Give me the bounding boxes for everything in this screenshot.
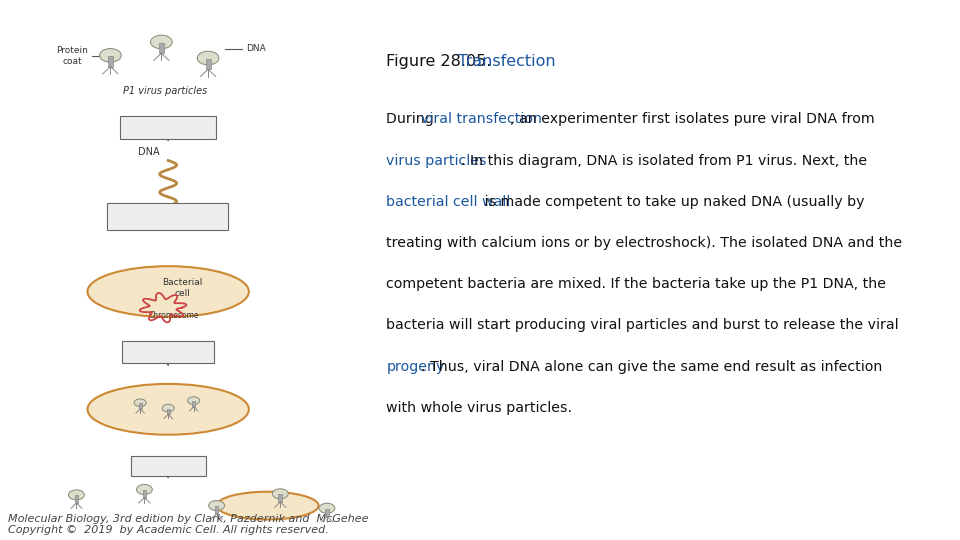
Bar [75,495,79,503]
Text: P1
MULTIPLIES: P1 MULTIPLIES [141,342,195,362]
Bar [158,43,164,53]
Circle shape [273,489,288,499]
FancyBboxPatch shape [122,341,214,363]
Text: BURST: BURST [152,462,185,470]
Text: Molecular Biology, 3rd edition by Clark, Pazdernik and  McGehee
Copyright ©  201: Molecular Biology, 3rd edition by Clark,… [9,514,369,535]
Bar [325,509,329,516]
Text: Protein
coat: Protein coat [57,46,88,66]
Text: treating with calcium ions or by electroshock). The isolated DNA and the: treating with calcium ions or by electro… [387,236,902,250]
Circle shape [197,51,219,65]
FancyBboxPatch shape [107,203,228,230]
Bar [167,409,170,414]
Circle shape [134,399,146,407]
Bar [215,506,219,514]
Text: During: During [387,112,439,126]
Text: Transfection: Transfection [458,53,556,69]
Ellipse shape [217,492,319,519]
Bar [108,56,113,66]
Text: is made competent to take up naked DNA (usually by: is made competent to take up naked DNA (… [480,195,865,209]
Circle shape [68,490,84,500]
Ellipse shape [87,266,249,317]
Text: virus particles: virus particles [387,153,487,167]
Circle shape [136,484,153,495]
Circle shape [100,49,121,62]
Text: Chromosome: Chromosome [149,311,200,320]
Text: . Thus, viral DNA alone can give the same end result as infection: . Thus, viral DNA alone can give the sam… [421,360,882,374]
Circle shape [162,404,174,412]
Circle shape [208,501,225,510]
Circle shape [319,503,335,513]
Text: viral transfection: viral transfection [421,112,542,126]
Text: Bacterial
cell: Bacterial cell [162,278,203,298]
Bar [138,403,141,409]
Text: bacterial cell wall: bacterial cell wall [387,195,511,209]
Text: TRANSFECT ONLY
DNA INTO CELL: TRANSFECT ONLY DNA INTO CELL [129,206,207,226]
Text: . In this diagram, DNA is isolated from P1 virus. Next, the: . In this diagram, DNA is isolated from … [461,153,867,167]
Bar [278,494,282,502]
Text: , an experimenter first isolates pure viral DNA from: , an experimenter first isolates pure vi… [510,112,875,126]
Text: DNA: DNA [138,147,159,158]
Text: DNA: DNA [247,44,266,53]
Circle shape [151,35,172,49]
FancyBboxPatch shape [120,116,216,139]
Text: with whole virus particles.: with whole virus particles. [387,401,572,415]
Text: bacteria will start producing viral particles and burst to release the viral: bacteria will start producing viral part… [387,319,900,332]
Text: Figure 28.05.: Figure 28.05. [387,53,497,69]
Text: PURIFY
DNA: PURIFY DNA [151,118,185,137]
Bar [192,401,195,407]
FancyBboxPatch shape [131,456,205,476]
Text: P1 virus particles: P1 virus particles [124,86,207,96]
Bar [205,59,210,69]
Text: progeny: progeny [387,360,444,374]
Text: competent bacteria are mixed. If the bacteria take up the P1 DNA, the: competent bacteria are mixed. If the bac… [387,277,886,291]
Circle shape [187,397,200,404]
Ellipse shape [87,384,249,435]
Bar [142,490,146,498]
